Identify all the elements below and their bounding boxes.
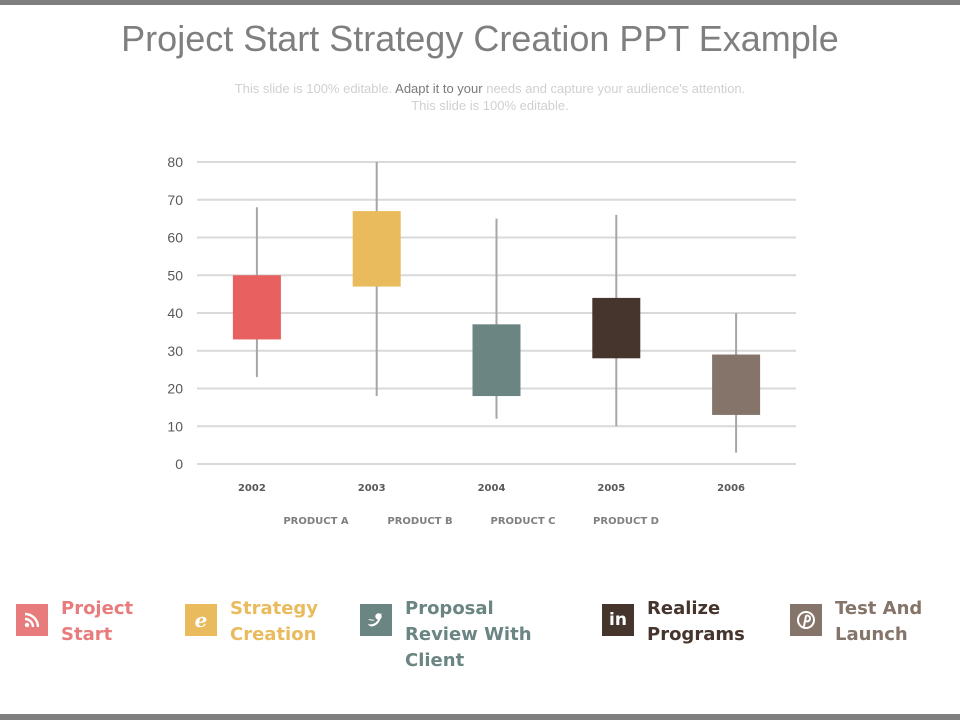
slide-title: Project Start Strategy Creation PPT Exam…: [121, 18, 839, 59]
y-tick-label: 10: [167, 418, 183, 434]
rss-icon: [16, 604, 48, 636]
x-tick-label: 2002: [238, 483, 266, 494]
y-tick-label: 50: [167, 267, 183, 283]
top-border: [0, 0, 960, 5]
legend-item-realize-programs: in Realize Programs: [602, 596, 745, 648]
subtitle-text-3: needs and capture your audience's attent…: [411, 81, 746, 113]
candle-box: [712, 354, 761, 415]
y-tick-label: 60: [167, 230, 183, 246]
legend-label-proposal-review: Proposal Review With Client: [405, 598, 532, 671]
legend-item-proposal-review: Proposal Review With Client: [360, 596, 532, 674]
bottom-border: [0, 714, 960, 720]
series-legend-label: PRODUCT A: [283, 516, 349, 527]
series-legend-label: PRODUCT B: [387, 516, 452, 527]
subtitle-text-1: This slide is 100% editable.: [234, 81, 396, 96]
x-tick-label: 2006: [717, 483, 745, 494]
series-legend-label: PRODUCT D: [593, 516, 659, 527]
y-tick-label: 20: [167, 381, 183, 397]
series-legend-label: PRODUCT C: [491, 516, 556, 527]
legend-label-project-start: Project Start: [61, 598, 134, 645]
legend-item-project-start: Project Start: [16, 596, 133, 648]
blogger-icon: e: [185, 604, 217, 636]
candle-box: [352, 211, 401, 287]
y-tick-label: 80: [167, 154, 183, 170]
candle-box: [592, 297, 641, 359]
legend-label-test-launch: Test And Launch: [835, 598, 923, 645]
legend-item-strategy-creation: e Strategy Creation: [185, 596, 318, 648]
x-tick-label: 2005: [597, 483, 625, 494]
slide-subtitle: This slide is 100% editable. Adapt it to…: [230, 80, 750, 114]
x-tick-label: 2004: [478, 483, 506, 494]
candlestick-chart: 0 10 20 30 40 50 60 70 80 2002 2003 2004 2005 2006 PRO…: [167, 154, 796, 527]
legend-label-strategy-creation: Strategy Creation: [230, 598, 319, 645]
candle-box: [232, 275, 281, 340]
y-tick-label: 30: [167, 343, 183, 359]
legend-item-test-launch: Test And Launch: [790, 596, 922, 648]
subtitle-text-2: Adapt it to your: [395, 81, 483, 96]
linkedin-icon: in: [602, 604, 634, 636]
x-tick-label: 2003: [358, 483, 386, 494]
y-tick-label: 70: [167, 192, 183, 208]
candle-box: [472, 324, 521, 397]
pinterest-icon: [790, 604, 822, 636]
y-tick-label: 40: [167, 305, 183, 321]
twitter-icon: [360, 604, 392, 636]
y-tick-label: 0: [175, 456, 183, 472]
legend-label-realize-programs: Realize Programs: [647, 598, 745, 645]
